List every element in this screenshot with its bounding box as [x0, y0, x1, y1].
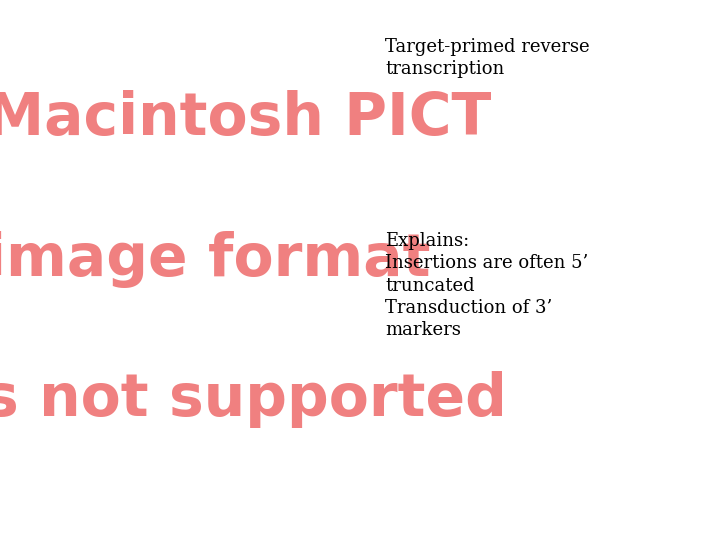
Text: is not supported: is not supported	[0, 371, 507, 428]
Text: Explains:
Insertions are often 5’
truncated
Transduction of 3’
markers: Explains: Insertions are often 5’ trunca…	[385, 232, 588, 339]
Text: Macintosh PICT: Macintosh PICT	[0, 90, 491, 147]
Text: Target-primed reverse
transcription: Target-primed reverse transcription	[385, 38, 590, 78]
Text: image format: image format	[0, 231, 430, 288]
